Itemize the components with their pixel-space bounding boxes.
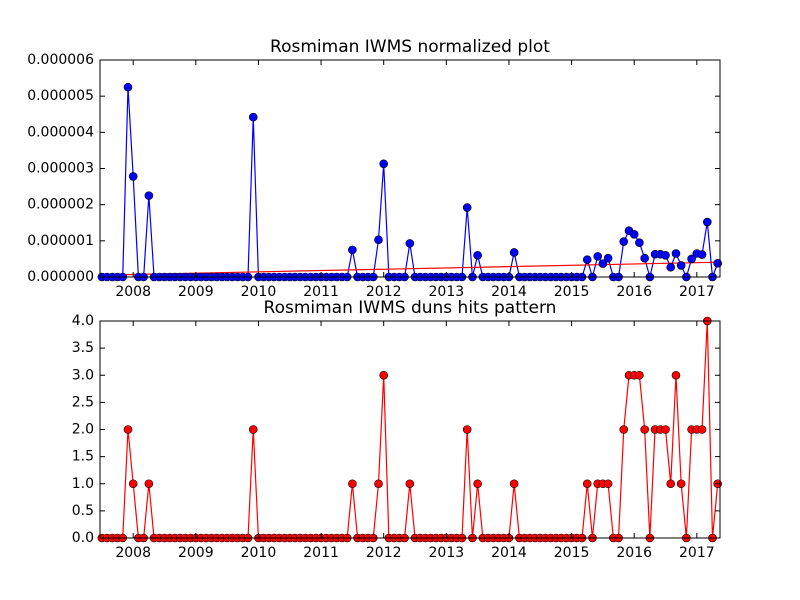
marker (248, 112, 258, 122)
marker (640, 253, 649, 263)
marker (509, 479, 519, 489)
marker (128, 479, 138, 489)
marker (619, 237, 629, 246)
marker (635, 238, 644, 247)
marker (697, 250, 707, 259)
y-tick-label: 1.0 (72, 476, 94, 492)
marker (671, 370, 681, 380)
x-tick-label: 2009 (178, 545, 214, 561)
marker (661, 251, 670, 260)
x-tick-label: 2016 (616, 545, 652, 561)
marker (123, 82, 133, 92)
x-tick-label: 2009 (178, 284, 214, 300)
marker (462, 203, 472, 212)
x-tick-label: 2012 (366, 284, 402, 300)
marker (128, 172, 138, 181)
marker (671, 249, 681, 258)
marker (629, 230, 639, 239)
marker (509, 248, 519, 257)
y-tick-label: 1.5 (72, 449, 94, 465)
x-tick-label: 2008 (115, 284, 151, 300)
marker (473, 251, 482, 260)
marker (348, 245, 357, 255)
marker (582, 479, 592, 489)
x-tick-label: 2008 (115, 545, 151, 561)
marker (661, 425, 670, 434)
x-tick-label: 2013 (429, 545, 465, 561)
marker (248, 425, 258, 434)
marker (379, 159, 388, 169)
y-tick-label: 2.0 (72, 422, 94, 438)
marker (582, 255, 592, 264)
x-tick-label: 2011 (303, 545, 339, 561)
marker (405, 239, 415, 248)
y-tick-label: 4.0 (72, 313, 94, 329)
marker (603, 479, 613, 489)
marker (123, 425, 133, 434)
x-tick-label: 2017 (679, 284, 715, 300)
marker (473, 479, 482, 489)
x-tick-label: 2014 (491, 284, 527, 300)
y-tick-label: 3.5 (72, 340, 94, 356)
series-group (97, 316, 722, 543)
marker (374, 235, 383, 245)
y-tick-label: 0.000004 (27, 124, 94, 140)
marker (348, 479, 357, 489)
marker (676, 261, 686, 270)
x-tick-label: 2014 (491, 545, 527, 561)
y-tick-label: 0.000002 (27, 197, 94, 213)
marker (405, 479, 415, 489)
y-tick-label: 0.5 (72, 503, 94, 519)
marker (144, 191, 154, 200)
y-tick-label: 0.0 (72, 530, 94, 546)
series-line (101, 87, 719, 280)
marker (676, 479, 686, 489)
marker (687, 254, 696, 264)
y-tick-label: 0.000005 (27, 88, 94, 104)
y-tick-label: 3.0 (72, 367, 94, 383)
marker (697, 425, 707, 434)
marker (598, 259, 608, 268)
series-group (97, 82, 722, 282)
x-tick-label: 2012 (366, 545, 402, 561)
marker (603, 253, 613, 263)
y-tick-label: 0.000001 (27, 233, 94, 249)
x-tick-label: 2016 (616, 284, 652, 300)
x-tick-label: 2010 (241, 545, 277, 561)
y-tick-label: 0.000000 (27, 269, 94, 285)
marker (666, 262, 676, 272)
marker (619, 425, 629, 434)
y-tick-label: 2.5 (72, 394, 94, 410)
chart-title: Rosmiman IWMS normalized plot (270, 37, 550, 57)
plot-area: 2008 2009 2010 2011 2012 2013 2014 2015 2016 2017… (27, 37, 722, 300)
marker (374, 479, 383, 489)
chart-title: Rosmiman IWMS duns hits pattern (264, 298, 557, 318)
x-tick-label: 2017 (679, 545, 715, 561)
marker (593, 252, 602, 261)
marker (702, 217, 712, 227)
marker (640, 425, 649, 434)
x-tick-label: 2013 (429, 284, 465, 300)
trend-line (99, 261, 721, 276)
y-tick-label: 0.000006 (27, 52, 94, 68)
marker (666, 479, 676, 489)
plot-area: 2008 2009 2010 2011 2012 2013 2014 2015 2016 2017… (72, 298, 722, 561)
marker (635, 370, 644, 380)
marker (379, 370, 388, 380)
x-tick-label: 2015 (554, 284, 590, 300)
x-tick-label: 2010 (241, 284, 277, 300)
x-tick-label: 2015 (554, 545, 590, 561)
marker (462, 425, 472, 434)
y-tick-label: 0.000003 (27, 161, 94, 177)
marker (144, 479, 154, 489)
x-tick-label: 2011 (303, 284, 339, 300)
